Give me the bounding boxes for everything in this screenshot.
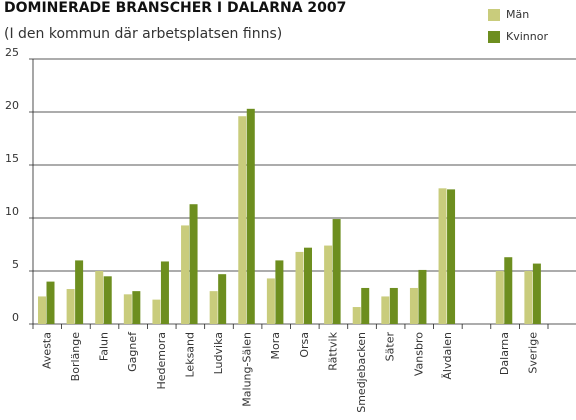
bar — [524, 271, 533, 324]
bar — [189, 204, 198, 324]
legend-label: Kvinnor — [506, 30, 548, 43]
bar — [332, 219, 341, 324]
y-tick-label: 20 — [5, 99, 19, 112]
bar — [160, 261, 169, 324]
x-tick-label: Smedjebacken — [355, 332, 368, 413]
bar — [532, 263, 541, 324]
legend-label: Män — [506, 8, 529, 21]
x-tick-label: Älvdalen — [441, 332, 454, 380]
x-tick-label: Falun — [98, 332, 111, 361]
x-tick-label: Rättvik — [326, 331, 339, 370]
x-tick-label: Säter — [384, 332, 397, 362]
bar — [218, 274, 227, 324]
x-tick-label: Avesta — [40, 332, 53, 369]
bar — [181, 225, 190, 324]
bar — [275, 260, 284, 324]
x-tick-label: Vansbro — [412, 332, 425, 376]
y-tick-label: 0 — [12, 311, 19, 324]
bar — [352, 307, 361, 324]
bar — [38, 296, 46, 324]
chart-subtitle: (I den kommun där arbetsplatsen finns) — [4, 26, 282, 42]
bar — [95, 271, 104, 324]
bar — [123, 294, 132, 324]
bar — [389, 287, 398, 324]
bar — [66, 289, 75, 324]
bar — [381, 296, 390, 324]
bar — [324, 245, 333, 324]
bar — [495, 271, 504, 324]
y-tick-label: 25 — [5, 46, 19, 59]
bar — [361, 287, 370, 324]
bar — [209, 291, 218, 324]
x-tick-label: Sverige — [527, 332, 540, 374]
x-tick-label: Ludvika — [212, 332, 225, 374]
bar — [238, 116, 247, 325]
bar — [504, 257, 513, 324]
bar — [246, 108, 255, 324]
x-tick-label: Leksand — [183, 332, 196, 378]
legend-swatch — [488, 31, 500, 43]
x-tick-label: Borlänge — [69, 332, 82, 382]
bar — [152, 299, 161, 324]
bar — [304, 247, 312, 324]
y-tick-label: 5 — [12, 258, 19, 271]
bar — [447, 189, 456, 324]
legend-swatch — [488, 9, 500, 21]
x-tick-label: Mora — [269, 332, 282, 359]
bar — [132, 291, 141, 324]
bar — [266, 278, 275, 324]
bar — [103, 276, 112, 324]
y-tick-label: 10 — [5, 205, 19, 218]
bar — [295, 251, 304, 324]
bar — [418, 269, 427, 324]
x-tick-label: Hedemora — [155, 332, 168, 390]
x-tick-label: Gagnef — [126, 331, 139, 372]
bar — [409, 287, 418, 324]
chart-title: DOMINERADE BRANSCHER I DALARNA 2007 — [4, 0, 346, 16]
x-tick-label: Orsa — [298, 332, 311, 358]
x-tick-label: Dalarna — [498, 332, 511, 375]
bar — [438, 188, 447, 324]
bar — [75, 260, 84, 324]
bar — [46, 281, 55, 324]
y-tick-label: 15 — [5, 152, 19, 165]
x-tick-label: Malung-Sälen — [241, 332, 254, 407]
